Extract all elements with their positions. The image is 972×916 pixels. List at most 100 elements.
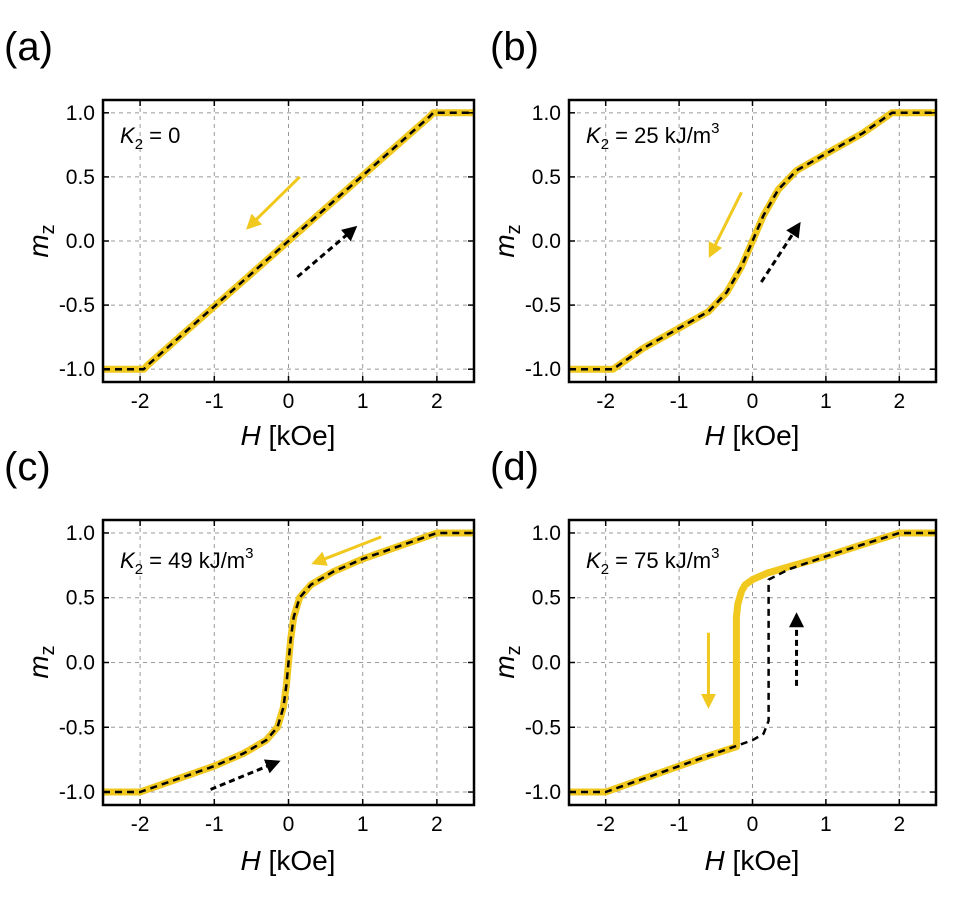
panel-c-y-ticks: -1.0 -0.5 0.0 0.5 1.0	[59, 522, 474, 804]
panel-b-y-tick-label-1: -0.5	[525, 294, 561, 317]
panel-a-y-var: m	[23, 234, 54, 257]
panel-b-y-tick-label-0: -1.0	[525, 358, 561, 381]
panel-a-x-tick-label-2: 0	[283, 390, 295, 413]
panel-b-k-superscript: 3	[711, 120, 719, 137]
panel-a-x-ticks: -2 -1 0 1 2	[131, 100, 443, 413]
panel-d-x-var: H	[705, 845, 726, 876]
panel-b-x-tick-label-2: 0	[747, 390, 759, 413]
panel-c-y-var: m	[23, 655, 54, 678]
panel-c-y-tick-label-3: 0.5	[66, 587, 95, 610]
panel-b-series	[569, 109, 936, 373]
panel-d-k-equals: =	[609, 548, 634, 573]
panel-d-series	[569, 529, 936, 796]
panel-a-x-unit: [kOe]	[261, 420, 336, 451]
panel-d-y-tick-label-0: -1.0	[525, 781, 561, 804]
panel-b-y-tick-label-2: 0.0	[532, 230, 561, 253]
panel-c: -2 -1 0 1 2 -1.0-0.50.00.51.0 (c) K2 = 49 kJ…	[4, 445, 476, 876]
panel-c-k-symbol: K	[120, 548, 136, 573]
panel-a-arrows	[246, 175, 358, 279]
panel-b-x-tick-label-3: 1	[820, 390, 832, 413]
panel-b-tag: (b)	[490, 25, 539, 69]
panel-c-k-subscript: 2	[135, 561, 143, 578]
panel-c-x-label: H [kOe]	[241, 845, 336, 876]
panel-a-x-tick-label-1: -1	[205, 390, 224, 413]
panel-c-x-tick-label-3: 1	[357, 813, 369, 836]
panel-b-x-tick-label-1: -1	[670, 390, 689, 413]
panel-b-y-sub: z	[503, 224, 525, 234]
panel-a-arrow-down-sweep	[246, 175, 301, 230]
panel-d-x-tick-label-2: 0	[747, 813, 759, 836]
panel-a-x-tick-label-0: -2	[131, 390, 150, 413]
panel-d-k2-annotation: K2 = 75 kJ/m3	[586, 545, 719, 578]
panel-c-series-up-sweep	[103, 531, 474, 794]
panel-a-k-value: 0	[168, 123, 180, 148]
panel-c-x-tick-label-4: 2	[431, 813, 443, 836]
panel-c-x-tick-label-1: -1	[205, 813, 224, 836]
panel-b-series-up-sweep	[569, 111, 936, 371]
panel-a-y-tick-label-3: 0.5	[66, 166, 95, 189]
panel-d-tag: (d)	[490, 445, 539, 489]
panel-a-series	[103, 109, 474, 373]
panel-d: -2 -1 0 1 2 -1.0-0.50.00.51.0 (d) K2 = 75 kJ…	[489, 445, 938, 876]
panel-d-x-ticks: -2 -1 0 1 2	[596, 520, 905, 836]
panel-a-x-label: H [kOe]	[241, 420, 336, 451]
panel-b-k2-annotation: K2 = 25 kJ/m3	[586, 120, 719, 153]
panel-a-y-tick-label-4: 1.0	[66, 102, 95, 125]
panel-c-arrow-down-sweep	[311, 535, 382, 566]
panel-c-k-value: 49 kJ/m	[168, 548, 245, 573]
panel-c-arrows	[210, 535, 382, 791]
panel-c-x-tick-label-0: -2	[131, 813, 150, 836]
panel-b-k-equals: =	[609, 123, 634, 148]
panel-d-x-unit: [kOe]	[725, 845, 800, 876]
panel-c-y-tick-label-0: -1.0	[59, 781, 95, 804]
panel-b-x-tick-label-0: -2	[596, 390, 615, 413]
panel-d-y-sub: z	[503, 645, 525, 655]
panel-b-k-value: 25 kJ/m	[634, 123, 711, 148]
panel-d-k-symbol: K	[586, 548, 602, 573]
panel-a-y-ticks: -1.0 -0.5 0.0 0.5 1.0	[59, 102, 474, 381]
panel-a-k-equals: =	[143, 123, 168, 148]
panel-b-y-label: mz	[489, 224, 525, 257]
panel-d-y-label: mz	[489, 645, 525, 678]
panel-d-x-tick-label-0: -2	[596, 813, 615, 836]
panel-a-tag: (a)	[4, 25, 53, 69]
panel-a-k-subscript: 2	[135, 136, 143, 153]
panel-c-y-tick-label-4: 1.0	[66, 522, 95, 545]
panel-c-k2-annotation: K2 = 49 kJ/m3	[120, 545, 253, 578]
panel-a-x-tick-label-3: 1	[357, 390, 369, 413]
panel-b-x-ticks: -2 -1 0 1 2	[596, 100, 905, 413]
panel-c-y-sub: z	[37, 645, 59, 655]
panel-c-y-tick-label-1: -0.5	[59, 716, 95, 739]
panel-a-y-tick-label-2: 0.0	[66, 230, 95, 253]
panel-b-x-tick-label-4: 2	[893, 390, 905, 413]
panel-b-arrow-up-sweep	[760, 221, 801, 283]
panel-a-k2-annotation: K2 = 0	[120, 123, 180, 153]
panel-c-x-unit: [kOe]	[261, 845, 336, 876]
panel-b-arrow-down-sweep	[708, 191, 743, 258]
panel-d-y-var: m	[489, 655, 520, 678]
panel-d-y-tick-label-4: 1.0	[532, 522, 561, 545]
panel-b-y-tick-label-3: 0.5	[532, 166, 561, 189]
panel-c-tag: (c)	[4, 445, 51, 489]
panel-b-y-tick-label-4: 1.0	[532, 102, 561, 125]
panel-d-grid	[569, 520, 936, 805]
panel-d-x-label: H [kOe]	[705, 845, 800, 876]
panel-a-y-label: mz	[23, 224, 59, 257]
panel-d-x-tick-label-1: -1	[670, 813, 689, 836]
panel-c-k-equals: =	[143, 548, 168, 573]
panel-a: -2 -1 0 1 2 -1.0-0.50.00.51.0 (a) K2 = 0 H […	[4, 25, 476, 451]
panel-d-y-ticks: -1.0 -0.5 0.0 0.5 1.0	[525, 522, 936, 804]
panel-b-arrows	[708, 191, 801, 283]
panel-a-y-sub: z	[37, 224, 59, 234]
panel-a-arrow-up-sweep	[296, 225, 358, 279]
panel-b-y-ticks: -1.0 -0.5 0.0 0.5 1.0	[525, 102, 936, 381]
panel-c-x-ticks: -2 -1 0 1 2	[131, 520, 443, 836]
panel-c-k-superscript: 3	[245, 545, 253, 562]
panel-c-x-tick-label-2: 0	[283, 813, 295, 836]
panel-b-x-var: H	[705, 420, 726, 451]
panel-c-x-var: H	[241, 845, 262, 876]
panel-b-x-label: H [kOe]	[705, 420, 800, 451]
panel-a-y-tick-label-1: -0.5	[59, 294, 95, 317]
panel-d-k-subscript: 2	[601, 561, 609, 578]
